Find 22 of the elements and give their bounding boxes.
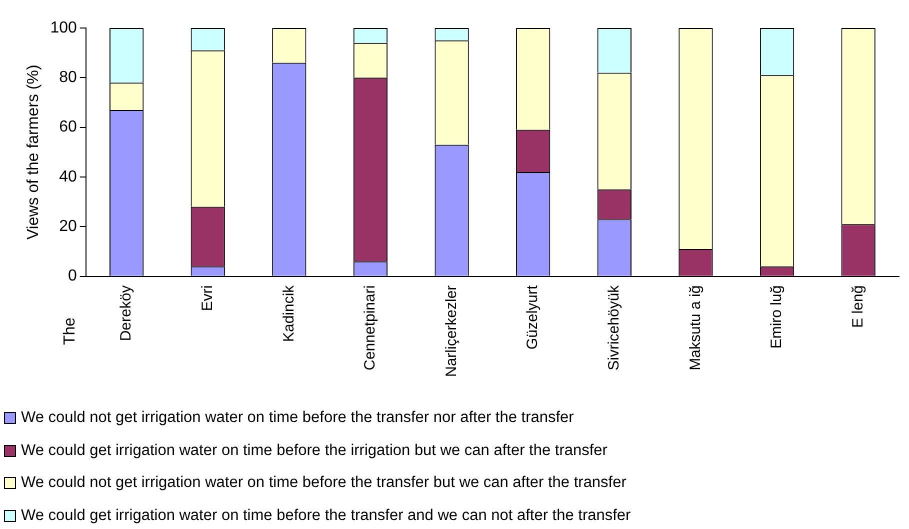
y-axis-title: Views of the farmers (%) bbox=[25, 64, 42, 240]
x-tick-label: Sivricehöyük bbox=[606, 284, 623, 370]
y-tick-label: 40 bbox=[59, 168, 77, 186]
legend-label: We could get irrigation water on time before the irrigation but we can after the transfer bbox=[21, 442, 608, 460]
x-tick-label: Cennetpinari bbox=[362, 285, 379, 370]
x-tick-label: Evri bbox=[199, 285, 216, 312]
y-tick-label: 100 bbox=[50, 19, 77, 36]
legend-label: We could not get irrigation water on time before the transfer but we can after the transfer bbox=[21, 474, 626, 492]
x-tick-label: E lenğ bbox=[849, 285, 866, 328]
x-tick-label: Dereköy bbox=[118, 284, 135, 342]
y-tick-label: 80 bbox=[59, 69, 77, 86]
x-tick-label: Maksutu a iğ bbox=[686, 285, 704, 370]
x-tick-label: Güzelyurt bbox=[524, 284, 542, 350]
x-tick-label: Kadincik bbox=[280, 284, 298, 342]
legend-label: We could not get irrigation water on time before the transfer nor after the transfer bbox=[21, 409, 574, 428]
text: The bbox=[61, 317, 78, 345]
y-tick-label: 20 bbox=[59, 218, 77, 236]
y-tick-label: 0 bbox=[68, 268, 77, 285]
legend-label: We could get irrigation water on time before the transfer and we can not after the transfer bbox=[21, 506, 631, 525]
x-tick-label: Narliçerkezler bbox=[442, 285, 460, 378]
x-tick-label: Emiro luğ bbox=[768, 285, 786, 349]
y-tick-label: 60 bbox=[59, 118, 77, 136]
